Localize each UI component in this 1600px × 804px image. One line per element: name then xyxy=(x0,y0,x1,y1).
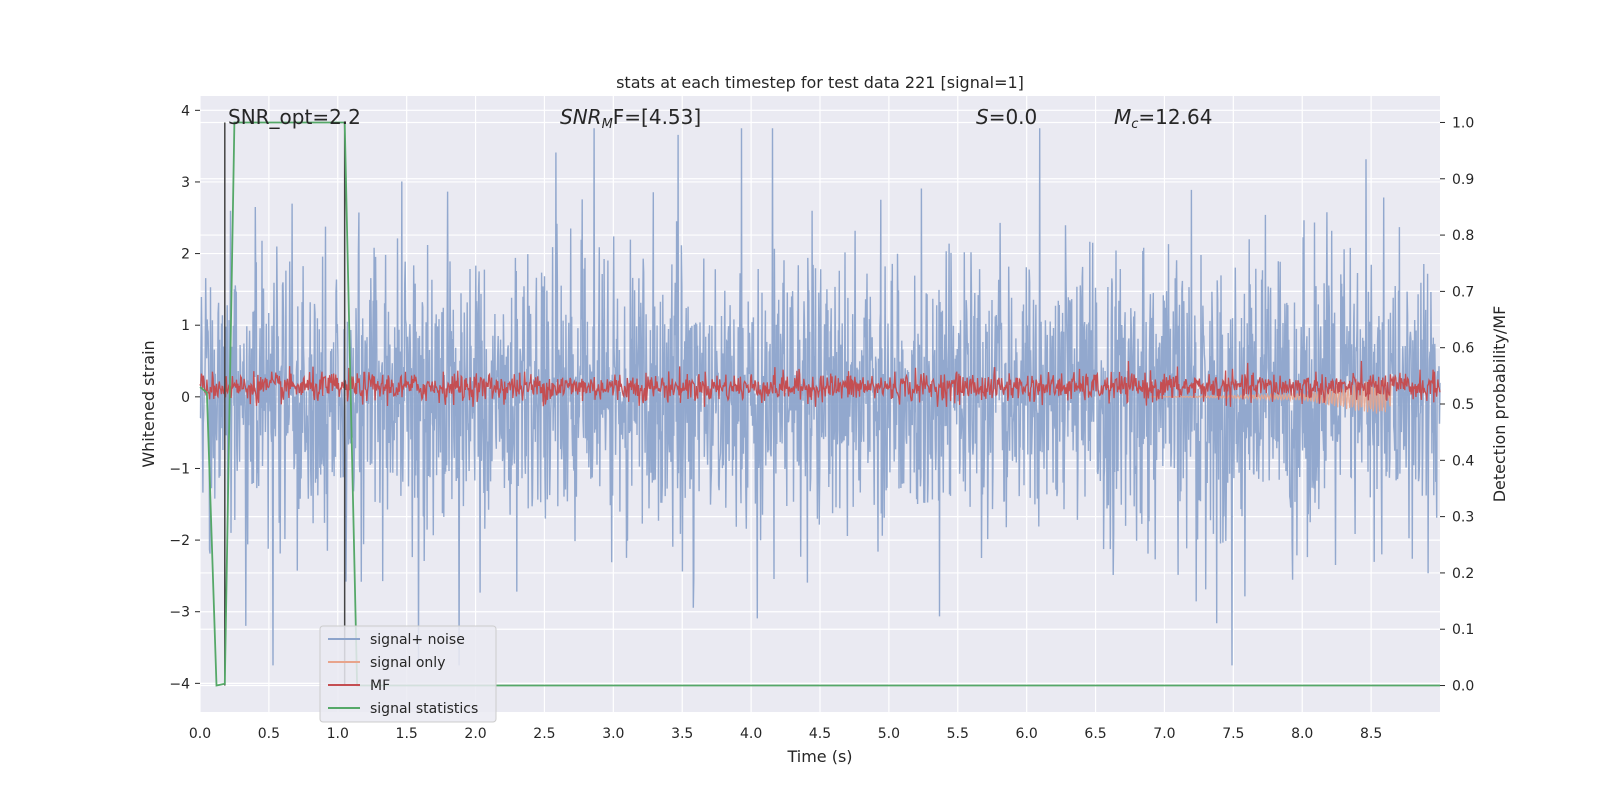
x-tick-label: 3.5 xyxy=(671,726,693,742)
y-tick-label: −2 xyxy=(169,533,190,549)
y2-tick-label: 0.8 xyxy=(1452,228,1474,244)
x-tick-label: 0.0 xyxy=(189,726,211,742)
legend-label-signal-only: signal only xyxy=(370,655,445,671)
series-layer xyxy=(199,121,1441,687)
y-tick-label: 1 xyxy=(181,318,190,334)
x-tick-label: 4.0 xyxy=(740,726,762,742)
y2-tick-label: 0.6 xyxy=(1452,341,1474,357)
y2-tick-label: 0.4 xyxy=(1452,453,1474,469)
y2-tick-label: 0.2 xyxy=(1452,566,1474,582)
series-signal-statistics-line xyxy=(199,121,1440,687)
y2-tick-label: 0.5 xyxy=(1452,397,1474,413)
x-tick-label: 0.5 xyxy=(258,726,280,742)
x-tick-label: 5.0 xyxy=(878,726,900,742)
x-tick-label: 7.0 xyxy=(1153,726,1175,742)
x-tick-label: 4.5 xyxy=(809,726,831,742)
y2-tick-label: 1.0 xyxy=(1452,115,1474,131)
y2-tick-label: 0.9 xyxy=(1452,172,1474,188)
chart-title: stats at each timestep for test data 221… xyxy=(616,73,1024,92)
y-tick-label: 2 xyxy=(181,247,190,263)
y-axis-label: Whitened strain xyxy=(139,340,158,467)
legend-label-mf: MF xyxy=(370,678,390,694)
legend-box xyxy=(319,625,497,723)
x-tick-label: 8.0 xyxy=(1291,726,1313,742)
x-tick-label: 1.0 xyxy=(327,726,349,742)
x-tick-label: 3.0 xyxy=(602,726,624,742)
y-tick-label: 3 xyxy=(181,175,190,191)
y-tick-label: −4 xyxy=(169,676,190,692)
x-tick-label: 6.0 xyxy=(1016,726,1038,742)
y-tick-label: 4 xyxy=(181,103,190,119)
legend: signal+ noise signal only MF signal stat… xyxy=(319,625,497,723)
annotation-mc: Mc=12.64 xyxy=(1114,105,1212,132)
x-axis-label: Time (s) xyxy=(786,747,852,766)
y-tick-label: −1 xyxy=(169,461,190,477)
y2-tick-label: 0.0 xyxy=(1452,679,1474,695)
x-tick-label: 2.0 xyxy=(464,726,486,742)
y-tick-label: 0 xyxy=(181,390,190,406)
y2-tick-label: 0.7 xyxy=(1452,284,1474,300)
annotation-snr-opt: SNR_opt=2.2 xyxy=(228,105,361,129)
x-tick-label: 5.5 xyxy=(947,726,969,742)
series-mf-line xyxy=(199,360,1441,407)
annotation-s: S=0.0 xyxy=(976,105,1037,129)
legend-label-signal-statistics: signal statistics xyxy=(370,701,478,717)
y2-axis-label: Detection probability/MF xyxy=(1490,306,1509,503)
x-tick-label: 6.5 xyxy=(1084,726,1106,742)
x-tick-label: 1.5 xyxy=(396,726,418,742)
y-tick-label: −3 xyxy=(169,605,190,621)
annotation-snr-mf: SNRMF=[4.53] xyxy=(560,105,701,132)
x-tick-label: 2.5 xyxy=(533,726,555,742)
legend-label-signal-noise: signal+ noise xyxy=(370,632,465,648)
x-tick-label: 8.5 xyxy=(1360,726,1382,742)
x-tick-label: 7.5 xyxy=(1222,726,1244,742)
axes-layer: 0.0 0.5 1.0 1.5 2.0 2.5 3.0 3.5 4.0 4.5 5.0 5.5 6.0 6… xyxy=(169,103,1474,742)
y2-tick-label: 0.1 xyxy=(1452,622,1474,638)
y2-tick-label: 0.3 xyxy=(1452,510,1474,526)
